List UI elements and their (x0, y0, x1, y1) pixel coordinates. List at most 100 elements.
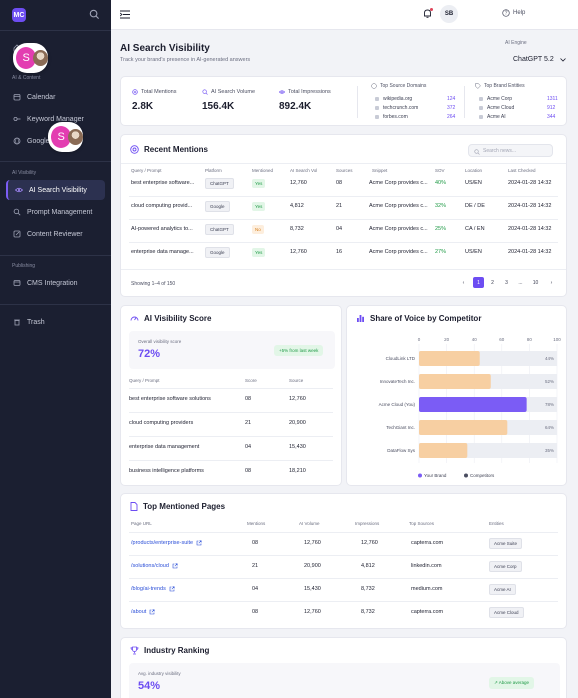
user-avatar-chip[interactable]: S (13, 43, 48, 73)
recent-mentions-card: Recent Mentions Search news... Query / P… (120, 134, 567, 297)
app-logo[interactable]: MC (12, 8, 26, 22)
data-label: 52% (545, 379, 554, 384)
page-url-link[interactable]: /products/enterprise-suite (131, 540, 202, 546)
metric-label: Total Impressions (288, 89, 331, 95)
page-url-link[interactable]: /about (131, 609, 155, 615)
page-button[interactable]: 1 (473, 277, 484, 288)
x-tick-label: 60 (499, 337, 505, 342)
column-header[interactable]: Page URL (131, 521, 152, 526)
industry-ranking-title: Industry Ranking (130, 646, 209, 655)
score-cell: 04 (245, 444, 252, 450)
favicon-icon (479, 115, 483, 119)
sidebar-item-prompt-management[interactable]: Prompt Management (6, 202, 105, 222)
mentions-search-input[interactable]: Search news... (468, 144, 553, 157)
sources-cell: 16 (336, 249, 343, 255)
domain-row[interactable]: wikipedia.org 124 (375, 96, 457, 102)
column-header[interactable]: Source (289, 378, 304, 383)
column-header[interactable]: Score (245, 378, 257, 383)
column-header[interactable]: Mentioned (252, 168, 274, 173)
sidebar-item-label: CMS Integration (27, 279, 78, 287)
sidebar-item-cms-integration[interactable]: CMS Integration (6, 273, 105, 293)
column-header[interactable]: Sources (336, 168, 353, 173)
collapse-menu-icon[interactable] (120, 10, 130, 19)
page-button[interactable]: 3 (505, 279, 508, 286)
sidebar-item-label: Content Reviewer (27, 230, 83, 238)
column-header[interactable]: SOV (435, 168, 445, 173)
page-button[interactable]: ‹ (462, 279, 465, 286)
sources-cell: 21 (336, 203, 343, 209)
page-button[interactable]: 10 (532, 279, 539, 286)
score-label: Overall visibility score (138, 339, 182, 344)
snippet-cell: Acme Corp provides c... (369, 249, 428, 255)
sidebar-item-ai-search-visibility[interactable]: AI Search Visibility (6, 180, 105, 200)
category-label: TechGiant Inc. (386, 425, 415, 430)
sidebar-item-content-reviewer[interactable]: Content Reviewer (6, 224, 105, 244)
column-header[interactable]: Platform (205, 168, 222, 173)
column-header[interactable]: Query / Prompt (131, 168, 162, 173)
user-avatar-chip[interactable]: S (48, 122, 83, 152)
at-icon (130, 145, 139, 154)
recent-mentions-title: Recent Mentions (130, 145, 208, 154)
query-cell[interactable]: best enterprise software... (131, 180, 195, 186)
query-cell[interactable]: business intelligence platforms (129, 468, 204, 474)
column-header[interactable]: Impressions (355, 521, 380, 526)
favicon-icon (479, 106, 483, 110)
domain-row[interactable]: techcrunch.com 372 (375, 105, 457, 111)
entity-row[interactable]: Acme Corp 1311 (479, 96, 559, 102)
entity-row[interactable]: Acme AI 344 (479, 114, 559, 120)
sov-cell: 40% (435, 180, 447, 186)
eye-icon (15, 187, 23, 193)
page-url-link[interactable]: /solutions/cloud (131, 563, 178, 569)
column-header[interactable]: Last Checked (508, 168, 536, 173)
legend-label: Competitors (470, 473, 495, 478)
query-cell[interactable]: cloud computing provid... (131, 203, 193, 209)
sidebar-section-publishing: Publishing (12, 263, 36, 269)
domain-row[interactable]: forbes.com 264 (375, 114, 457, 120)
query-cell[interactable]: cloud computing providers (129, 420, 194, 426)
page-url-link[interactable]: /blog/ai-trends (131, 586, 175, 592)
sources-cell: 04 (336, 226, 343, 232)
entity-tag: Acme Cloud (489, 607, 524, 618)
query-cell[interactable]: AI-powered analytics to... (131, 226, 193, 232)
location-cell: US/EN (465, 180, 482, 186)
legend-swatch (418, 473, 422, 478)
page-button[interactable]: › (550, 279, 553, 286)
impressions-cell: 4,812 (361, 563, 375, 569)
column-header[interactable]: Location (465, 168, 483, 173)
column-header[interactable]: Mentions (247, 521, 266, 526)
user-avatar[interactable]: SB (440, 5, 458, 23)
sidebar-item-trash[interactable]: Trash (6, 312, 105, 332)
page-button[interactable]: 2 (491, 279, 494, 286)
entity-row[interactable]: Acme Cloud 912 (479, 105, 559, 111)
x-tick-label: 100 (553, 337, 561, 342)
column-header[interactable]: AI Volume (299, 521, 320, 526)
sov-cell: 25% (435, 226, 447, 232)
page-button[interactable]: ... (518, 279, 523, 286)
divider (129, 196, 558, 197)
sidebar-item-google[interactable]: Google ... (6, 131, 105, 151)
bell-icon[interactable] (422, 8, 433, 19)
query-cell[interactable]: enterprise data manage... (131, 249, 194, 255)
engine-select[interactable]: ChatGPT 5.2 (505, 52, 567, 67)
sidebar-item-calendar[interactable]: Calendar (6, 87, 105, 107)
search-volume-cell: 4,812 (290, 203, 304, 209)
snippet-cell: Acme Corp provides c... (369, 203, 428, 209)
favicon-icon (479, 97, 483, 101)
share-of-voice-title: Share of Voice by Competitor (356, 314, 481, 323)
help-button[interactable]: ? Help (502, 9, 525, 17)
column-header[interactable]: Entities (489, 521, 504, 526)
snippet-cell: Acme Corp provides c... (369, 226, 428, 232)
metric-ai-search-volume: AI Search Volume 156.4K (202, 89, 255, 112)
sidebar-item-keyword-manager[interactable]: Keyword Manager (6, 109, 105, 129)
top-source-cell: capterra.com (411, 609, 444, 615)
column-header[interactable]: Snippet (372, 168, 388, 173)
legend-swatch (464, 473, 468, 478)
column-header[interactable]: Query / Prompt (129, 378, 160, 383)
column-header[interactable]: AI Search Vol (290, 168, 318, 173)
column-header[interactable]: Top Sources (409, 521, 435, 526)
search-icon[interactable] (89, 9, 100, 20)
location-cell: CA / EN (465, 226, 485, 232)
query-cell[interactable]: best enterprise software solutions (129, 396, 211, 402)
query-cell[interactable]: enterprise data management (129, 444, 200, 450)
engine-value: ChatGPT 5.2 (513, 56, 554, 63)
